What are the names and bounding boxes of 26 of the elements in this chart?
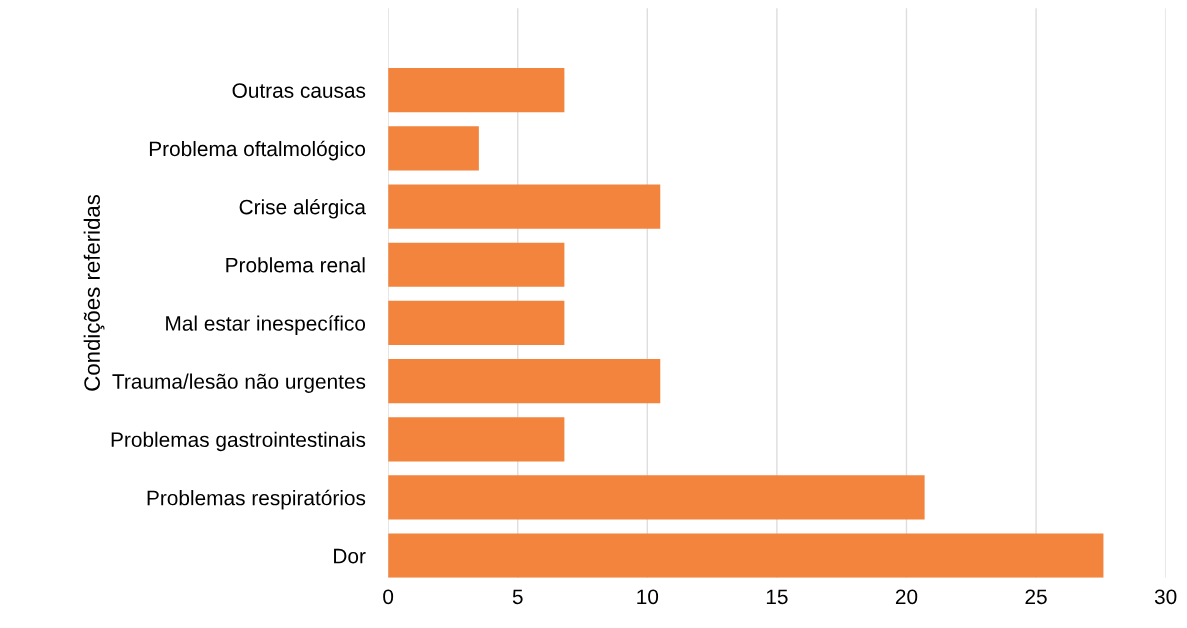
x-tick-label: 10 <box>637 589 659 605</box>
x-tick-label: 20 <box>895 589 918 605</box>
y-tick-label: Mal estar inespecífico <box>166 315 366 335</box>
bar <box>388 184 661 229</box>
x-tick-label: 0 <box>383 589 394 605</box>
y-tick-label: Crise alérgica <box>239 198 366 219</box>
y-tick-label: Trauma/lesão não urgentes <box>112 373 366 393</box>
bar <box>388 126 479 171</box>
y-tick-label: Problemas respiratórios <box>147 489 366 510</box>
bar <box>388 475 925 520</box>
bar <box>388 359 661 404</box>
x-tick-label: 30 <box>1154 589 1177 605</box>
bar <box>388 533 1104 578</box>
y-tick-label: Dor <box>334 548 366 564</box>
x-tick-label: 5 <box>512 589 523 605</box>
x-tick-label: 15 <box>766 589 788 605</box>
x-tick-label: 25 <box>1025 589 1047 605</box>
y-tick-label: Problemas gastrointestinais <box>111 431 366 452</box>
bar <box>388 417 565 462</box>
bar <box>388 300 565 346</box>
y-tick-label: Outras causas <box>232 83 366 98</box>
bar <box>388 68 565 113</box>
y-tick-label: Problema oftalmológico <box>149 140 366 161</box>
y-axis-title: Condições referidas <box>83 194 105 391</box>
bar <box>388 242 565 287</box>
y-tick-label: Problema renal <box>226 257 365 273</box>
